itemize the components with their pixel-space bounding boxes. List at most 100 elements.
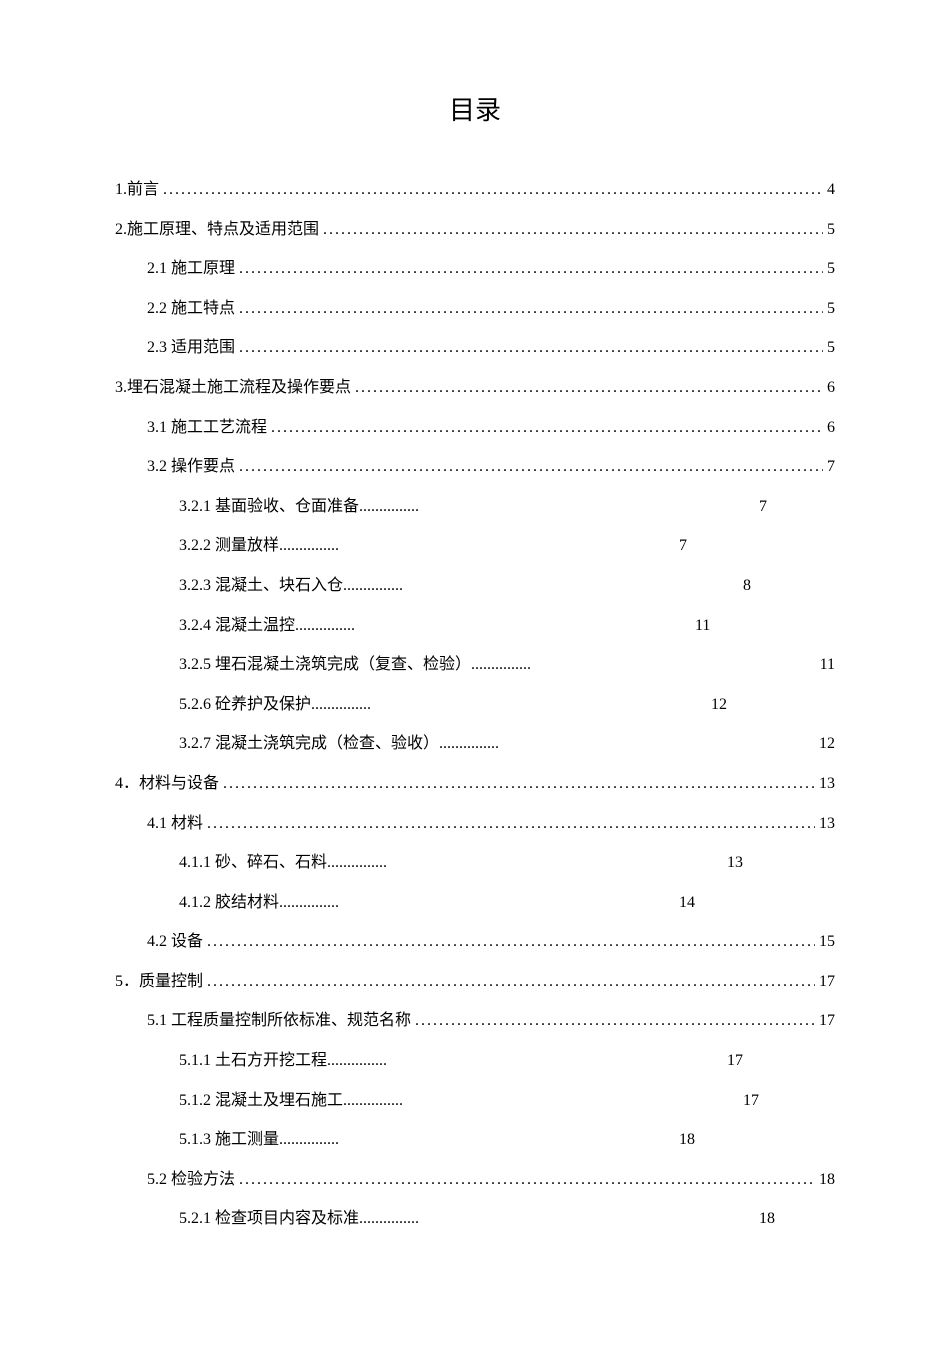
toc-label: 3.1 施工工艺流程 [147,415,267,441]
toc-page: 8 [743,573,751,599]
toc-page: 5 [827,296,835,322]
toc-leader: ............... [279,890,339,916]
toc-page: 6 [827,415,835,441]
toc-entry: 3.2.1 基面验收、仓面准备 ............... 7 [179,494,835,520]
toc-page: 11 [695,613,710,639]
toc-label: 4.1.2 胶结材料 [179,890,279,916]
page-title: 目录 [115,90,835,127]
toc-page: 5 [827,256,835,282]
toc-leader [207,969,815,995]
toc-leader [271,415,823,441]
toc-leader: ............... [279,1127,339,1153]
toc-leader [239,256,823,282]
toc-entry: 5.1 工程质量控制所依标准、规范名称 17 [147,1008,835,1034]
toc-label: 4.1.1 砂、碎石、石料 [179,850,327,876]
toc-label: 4.1 材料 [147,811,203,837]
toc-label: 5.1.2 混凝土及埋石施工 [179,1088,343,1114]
toc-page: 18 [819,1167,835,1193]
toc-entry: 5.1.2 混凝土及埋石施工 ............... 17 [179,1088,835,1114]
toc-entry: 3.2.4 混凝土温控 ...............11 [179,613,835,639]
toc-entry: 2.施工原理、特点及适用范围 5 [115,217,835,243]
toc-leader: ............... [327,1048,387,1074]
toc-entry: 4.2 设备 15 [147,929,835,955]
toc-label: 2.3 适用范围 [147,335,235,361]
toc-entry: 5.2.6 砼养护及保护 ...............12 [179,692,835,718]
toc-entry: 5.1.3 施工测量 ............... 18 [179,1127,835,1153]
toc-entry: 3.2 操作要点 7 [147,454,835,480]
toc-label: 3.2.2 测量放样 [179,533,279,559]
toc-label: 2.2 施工特点 [147,296,235,322]
toc-entry: 3.2.3 混凝土、块石入仓 ...............8 [179,573,835,599]
toc-page: 13 [727,850,743,876]
toc-page: 6 [827,375,835,401]
toc-entry: 5.1.1 土石方开挖工程 ............... 17 [179,1048,835,1074]
toc-page: 14 [679,890,695,916]
toc-page: 17 [743,1088,759,1114]
toc-leader: ............... [343,573,403,599]
toc-entry: 5.2 检验方法 18 [147,1167,835,1193]
toc-leader: ............... [471,652,531,678]
toc-page: 4 [827,177,835,203]
toc-entry: 4.1.2 胶结材料 ............... 14 [179,890,835,916]
toc-container: 1.前言 42.施工原理、特点及适用范围 52.1 施工原理 52.2 施工特点… [115,177,835,1232]
toc-label: 5.1.3 施工测量 [179,1127,279,1153]
toc-label: 5.2.1 检查项目内容及标准 [179,1206,359,1232]
toc-page: 13 [819,771,835,797]
toc-label: 5.1 工程质量控制所依标准、规范名称 [147,1008,411,1034]
toc-leader: ............... [327,850,387,876]
toc-entry: 4．材料与设备 13 [115,771,835,797]
toc-entry: 4.1.1 砂、碎石、石料 ............... 13 [179,850,835,876]
toc-leader [163,177,823,203]
toc-label: 4.2 设备 [147,929,203,955]
toc-leader [239,335,823,361]
toc-leader [239,1167,815,1193]
toc-page: 5 [827,335,835,361]
toc-leader: ............... [359,494,419,520]
toc-label: 3.埋石混凝土施工流程及操作要点 [115,375,351,401]
toc-page: 13 [819,811,835,837]
toc-leader [239,296,823,322]
toc-label: 5.2 检验方法 [147,1167,235,1193]
toc-leader [239,454,823,480]
toc-leader: ............... [343,1088,403,1114]
toc-page: 17 [819,1008,835,1034]
toc-page: 18 [679,1127,695,1153]
toc-label: 1.前言 [115,177,159,203]
toc-entry: 5．质量控制 17 [115,969,835,995]
toc-page: 17 [727,1048,743,1074]
toc-leader: ............... [279,533,339,559]
toc-leader: ............... [311,692,371,718]
toc-label: 3.2.5 埋石混凝土浇筑完成（复查、检验） [179,652,471,678]
toc-entry: 2.3 适用范围 5 [147,335,835,361]
toc-label: 3.2 操作要点 [147,454,235,480]
toc-leader [223,771,815,797]
toc-leader [323,217,823,243]
toc-page: 7 [827,454,835,480]
toc-entry: 1.前言 4 [115,177,835,203]
toc-label: 5.1.1 土石方开挖工程 [179,1048,327,1074]
toc-page: 7 [679,533,687,559]
toc-label: 4．材料与设备 [115,771,219,797]
toc-entry: 3.1 施工工艺流程 6 [147,415,835,441]
toc-page: 18 [759,1206,775,1232]
toc-page: 11 [820,652,835,678]
toc-label: 3.2.1 基面验收、仓面准备 [179,494,359,520]
toc-entry: 2.2 施工特点 5 [147,296,835,322]
toc-entry: 2.1 施工原理 5 [147,256,835,282]
toc-leader [207,929,815,955]
toc-label: 5．质量控制 [115,969,203,995]
toc-entry: 3.2.7 混凝土浇筑完成（检查、验收） ...............12 [179,731,835,757]
toc-entry: 3.2.5 埋石混凝土浇筑完成（复查、检验） ............... 11 [179,652,835,678]
toc-entry: 3.2.2 测量放样 ............... 7 [179,533,835,559]
toc-page: 7 [759,494,767,520]
toc-leader: ............... [359,1206,419,1232]
toc-leader [207,811,815,837]
toc-label: 3.2.7 混凝土浇筑完成（检查、验收） [179,731,439,757]
toc-entry: 4.1 材料 13 [147,811,835,837]
toc-label: 2.1 施工原理 [147,256,235,282]
toc-page: 17 [819,969,835,995]
toc-label: 3.2.4 混凝土温控 [179,613,295,639]
toc-leader [415,1008,815,1034]
toc-page: 5 [827,217,835,243]
toc-label: 5.2.6 砼养护及保护 [179,692,311,718]
